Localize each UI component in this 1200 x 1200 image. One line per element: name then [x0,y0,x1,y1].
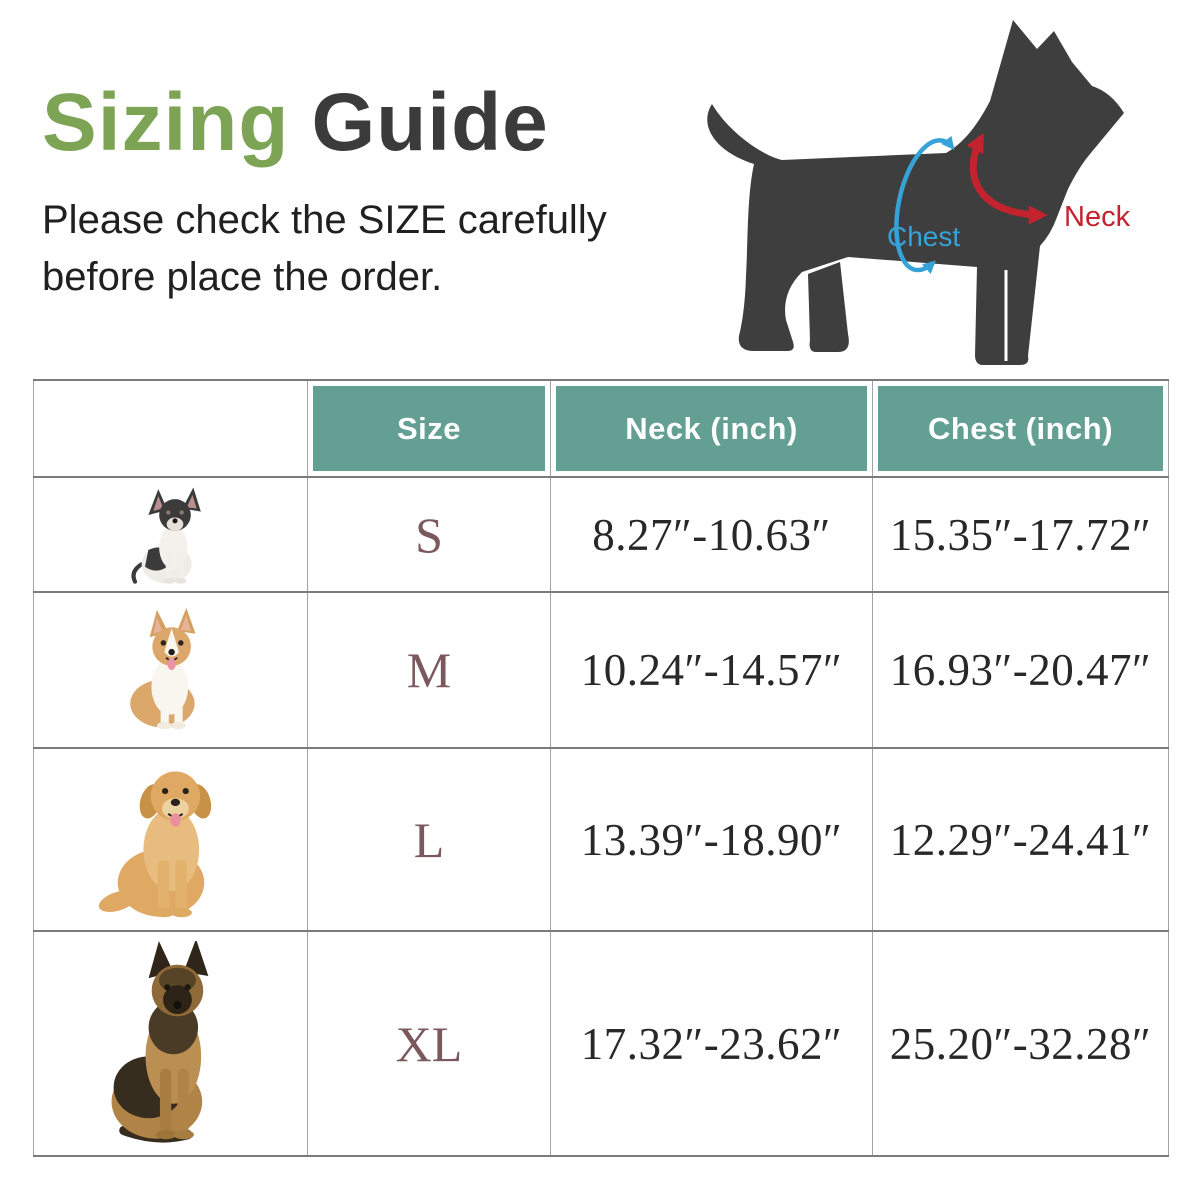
table-row-xl: XL 17.32″-23.62″ 25.20″-32.28″ [33,930,1169,1157]
neck-value-cell: 17.32″-23.62″ [550,930,873,1157]
subtitle-line-2: before place the order. [42,255,443,299]
chest-label: Chest [887,221,960,252]
neck-value-cell: 8.27″-10.63″ [550,476,873,593]
size-cell: L [307,747,551,932]
chest-value-cell: 16.93″-20.47″ [872,591,1169,749]
column-header-size: Size [307,379,551,478]
chest-arrow-icon [894,135,955,274]
table-row-s: S 8.27″-10.63″ 15.35″-17.72″ [33,476,1169,593]
page-title: Sizing Guide [42,82,549,164]
german-shepherd-photo [111,940,209,1143]
chihuahua-photo [131,487,201,584]
dog-photo-cell [33,476,308,593]
neck-label: Neck [1064,201,1131,233]
dog-photo-cell [33,930,308,1157]
neck-arrow-icon [966,132,1048,225]
chest-value-cell: 12.29″-24.41″ [872,747,1169,932]
chest-value-cell: 25.20″-32.28″ [872,930,1169,1157]
title-word-guide: Guide [311,77,549,168]
subtitle: Please check the SIZE carefully before p… [42,192,607,306]
chest-value-cell: 15.35″-17.72″ [872,476,1169,593]
title-word-sizing: Sizing [42,77,290,168]
column-header-neck: Neck (inch) [550,379,873,478]
table-corner-cell [33,379,308,478]
sizing-table: Size Neck (inch) Chest (inch) [33,379,1169,1157]
table-row-m: M 10.24″-14.57″ 16.93″-20.47″ [33,591,1169,749]
table-header-row: Size Neck (inch) Chest (inch) [33,379,1169,478]
size-cell: XL [307,930,551,1157]
table-row-l: L 13.39″-18.90″ 12.29″-24.41″ [33,747,1169,932]
dog-photo-cell [33,747,308,932]
dog-measurement-diagram: Chest Neck [707,20,1131,365]
size-cell: M [307,591,551,749]
size-cell: S [307,476,551,593]
neck-value-cell: 10.24″-14.57″ [550,591,873,749]
golden-retriever-photo [99,770,212,917]
subtitle-line-1: Please check the SIZE carefully [42,198,607,242]
dog-photo-cell [33,591,308,749]
neck-value-cell: 13.39″-18.90″ [550,747,873,932]
column-header-chest: Chest (inch) [872,379,1169,478]
dog-silhouette-icon [707,20,1124,365]
corgi-photo [130,608,196,730]
